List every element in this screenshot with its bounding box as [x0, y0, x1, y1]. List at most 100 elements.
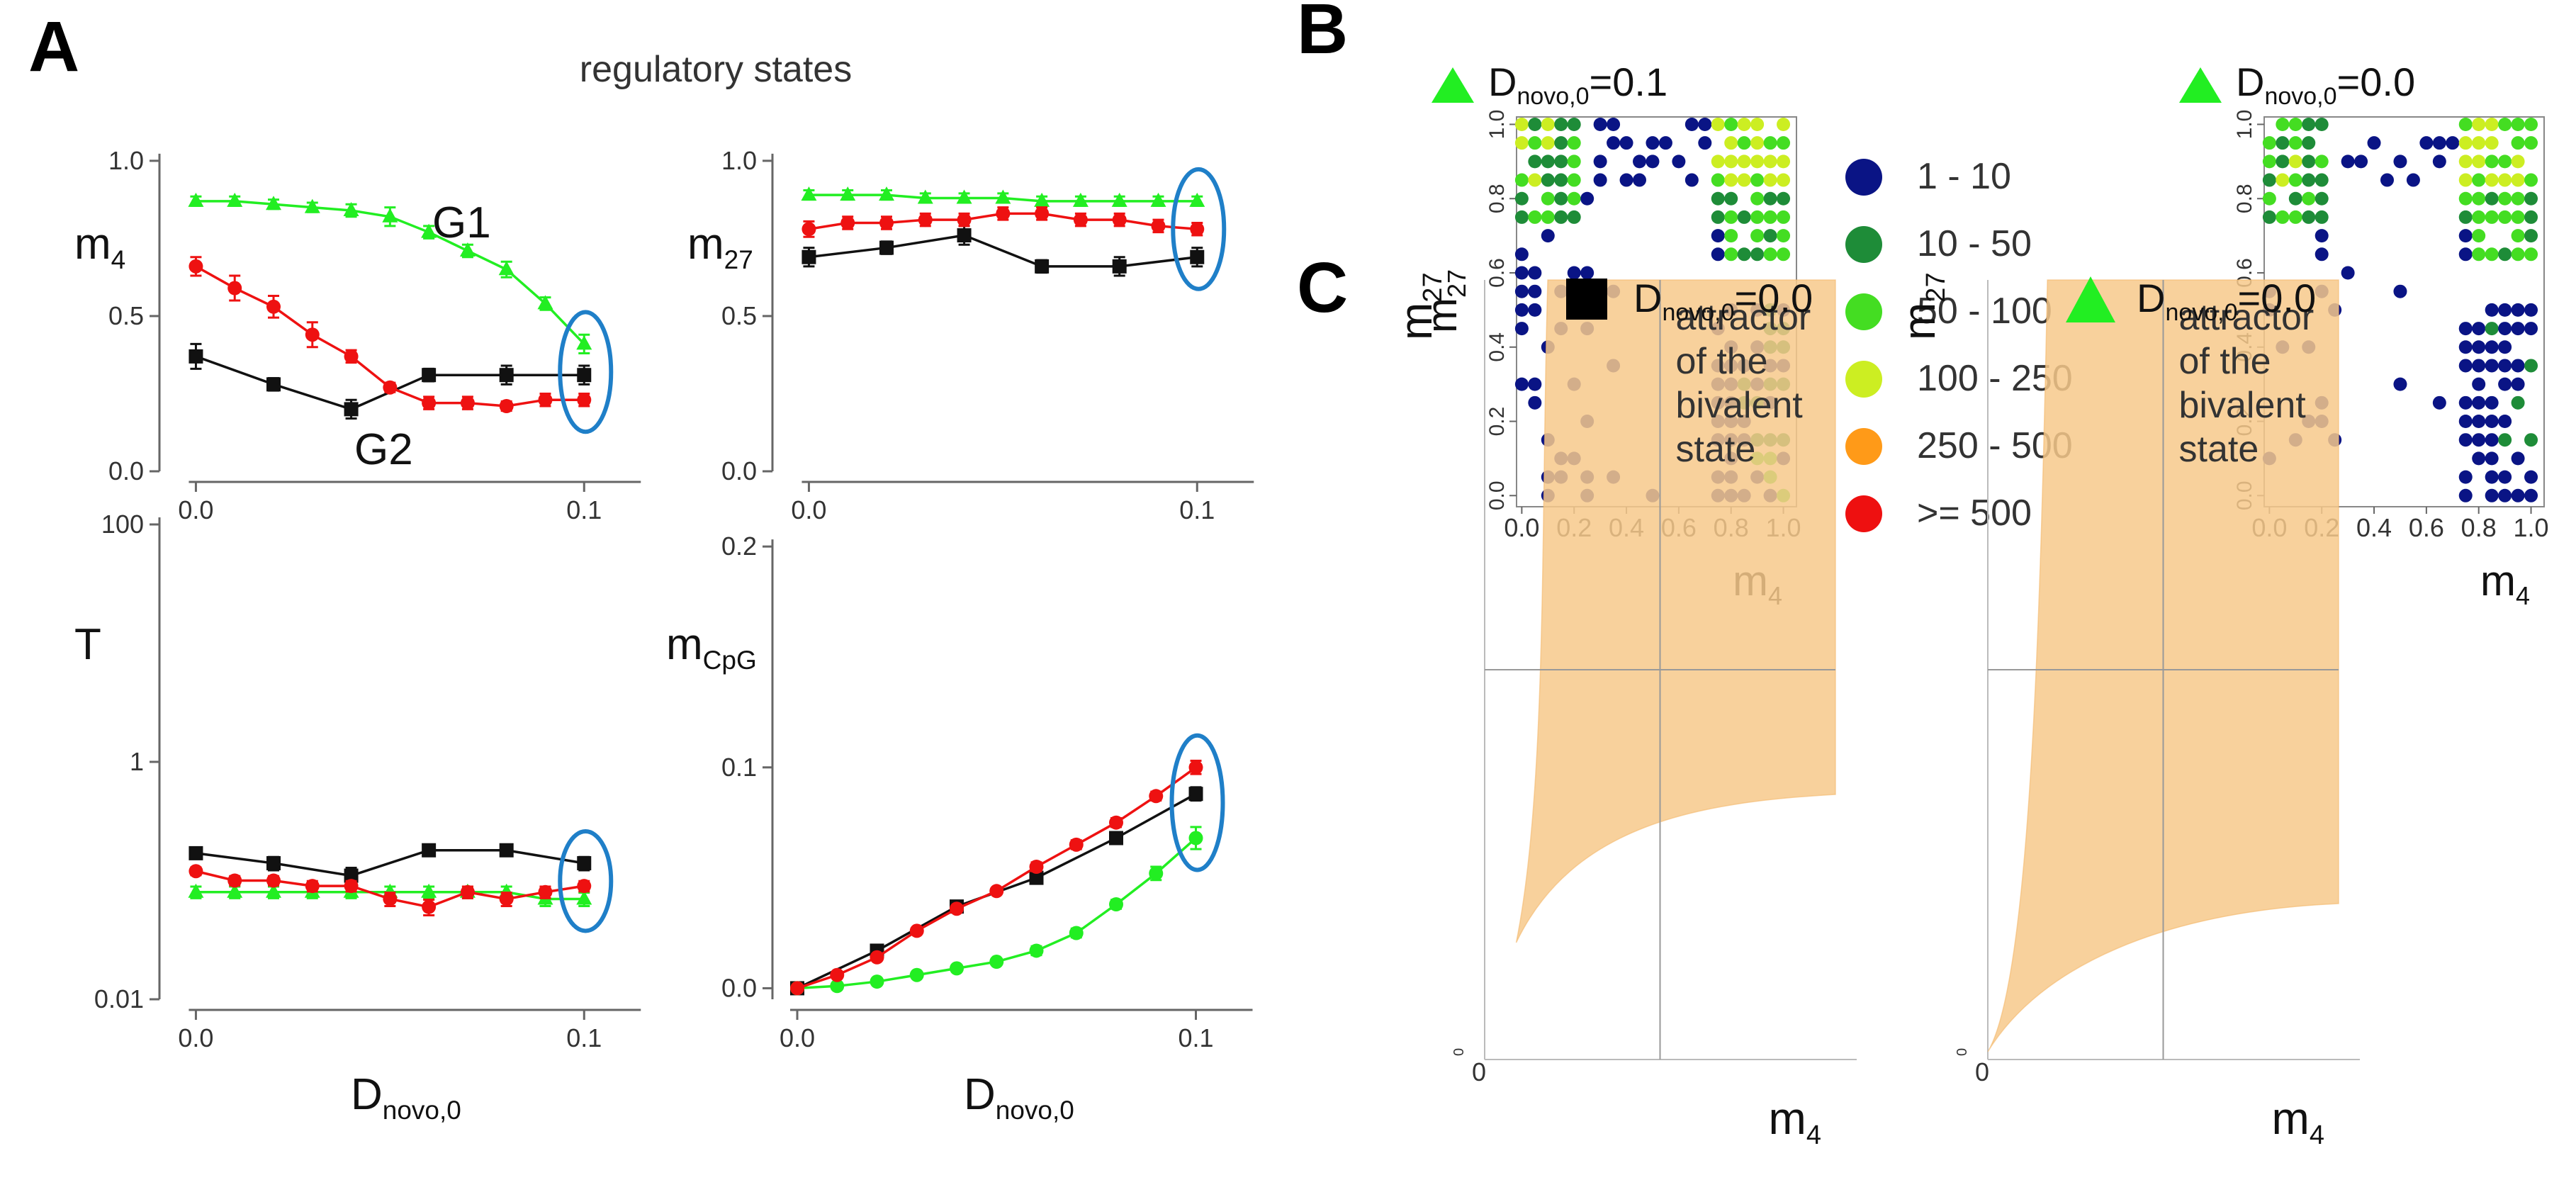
data-point [2498, 340, 2512, 354]
data-point [1567, 266, 1581, 280]
data-point [1528, 377, 1542, 391]
data-point [879, 240, 894, 255]
chart-title: Dnovo,0=0.0 [1633, 276, 1813, 326]
y-axis-label: mCpG [666, 620, 757, 675]
data-point [2511, 247, 2525, 262]
series-annotation-g1: G1 [432, 198, 491, 247]
data-point [1580, 191, 1594, 206]
data-point [382, 208, 398, 223]
data-point [383, 892, 398, 906]
data-point [1567, 154, 1581, 169]
data-point [917, 189, 933, 204]
data-point [2288, 210, 2302, 224]
data-point [2472, 451, 2486, 466]
data-point [2302, 154, 2316, 169]
data-point [2511, 154, 2525, 169]
chart-a3: 0.01 1 100 0.0 0.1 T Dnovo,0 [74, 510, 641, 1125]
data-point [1672, 154, 1686, 169]
attractor-annotation: of the [2179, 341, 2271, 382]
data-point [802, 222, 816, 237]
data-point [2485, 451, 2499, 466]
x-axis-label: m4 [2272, 1093, 2324, 1150]
data-point [1684, 173, 1699, 187]
series-line-g2 [196, 848, 585, 877]
data-point [2511, 488, 2525, 502]
data-point [1593, 154, 1607, 169]
data-point [1750, 229, 1765, 243]
y-axis-label: m4 [74, 220, 125, 274]
y-tick-label: 0.6 [1485, 258, 1509, 288]
data-point [2524, 488, 2538, 502]
x-tick-label: 0.6 [2409, 513, 2444, 542]
data-point [801, 186, 817, 201]
data-point [2341, 154, 2355, 169]
legend-label: 10 - 50 [1917, 223, 2032, 264]
chart-a4: 0.0 0.1 0.2 0.0 0.1 mCpG Dnovo,0 [666, 532, 1253, 1125]
data-point [870, 974, 884, 989]
data-point [189, 349, 203, 364]
data-point [2485, 154, 2499, 169]
data-point [1724, 191, 1738, 206]
data-point [344, 868, 359, 883]
data-point [2524, 247, 2538, 262]
data-point [1750, 117, 1765, 131]
data-point [2472, 359, 2486, 373]
data-point [918, 213, 933, 227]
data-point [1777, 229, 1791, 243]
data-point [266, 883, 281, 898]
data-point [1554, 154, 1568, 169]
y-tick-label: 1.0 [1485, 110, 1509, 140]
data-point [957, 228, 972, 243]
highlight-ellipse [558, 829, 614, 933]
attractor-annotation: of the [1676, 341, 1768, 382]
y-tick-label: 1.0 [108, 146, 144, 175]
data-point [840, 215, 855, 230]
data-point [2498, 173, 2512, 187]
data-point [189, 259, 203, 274]
data-point [2315, 210, 2329, 224]
data-point [2458, 229, 2473, 243]
legend-swatch [1845, 361, 1882, 398]
data-point [2498, 359, 2512, 373]
data-point [1541, 117, 1555, 131]
data-point [1580, 266, 1594, 280]
data-point [2262, 154, 2276, 169]
data-point [1607, 136, 1621, 150]
data-point [1528, 117, 1542, 131]
data-point [1112, 213, 1127, 227]
data-point [2262, 210, 2276, 224]
data-point [2288, 136, 2302, 150]
y-origin-label: 0 [1451, 1048, 1467, 1056]
data-point [1737, 154, 1751, 169]
data-point [2472, 247, 2486, 262]
data-point [2524, 303, 2538, 317]
data-point [1514, 173, 1529, 187]
data-point [1619, 136, 1633, 150]
data-point [2511, 322, 2525, 336]
data-point [499, 399, 514, 413]
data-point [2458, 173, 2473, 187]
data-point [344, 349, 359, 364]
data-point [1514, 284, 1529, 298]
data-point [2458, 340, 2473, 354]
data-point [2315, 191, 2329, 206]
data-point [1567, 173, 1581, 187]
data-point [2315, 247, 2329, 262]
x-tick-label: 0.1 [1179, 495, 1215, 524]
data-point [2485, 395, 2499, 410]
data-point [1593, 173, 1607, 187]
data-point [1034, 192, 1050, 207]
data-point [189, 864, 203, 879]
data-point [1724, 247, 1738, 262]
data-point [1777, 247, 1791, 262]
data-point [2511, 229, 2525, 243]
data-point [957, 213, 972, 227]
data-point [1567, 117, 1581, 131]
x-tick-label: 0.0 [178, 495, 213, 524]
data-point [1528, 173, 1542, 187]
data-point [1029, 943, 1044, 958]
data-point [1567, 210, 1581, 224]
data-point [2393, 284, 2407, 298]
